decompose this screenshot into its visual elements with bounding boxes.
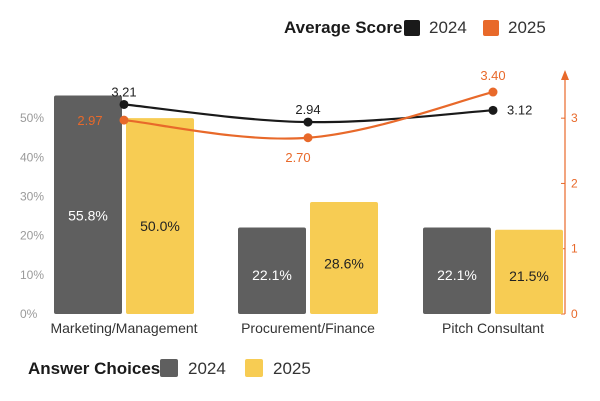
category-label-0: Marketing/Management <box>50 320 197 336</box>
bar-label-2024-0: 55.8% <box>68 208 108 224</box>
point-2025-0 <box>119 115 129 125</box>
point-label-2024-1: 2.94 <box>295 102 320 117</box>
lines: 3.21 2.94 3.12 2.97 2.70 3.40 <box>77 68 532 165</box>
left-tick-label: 50% <box>20 111 44 125</box>
bar-2025-1 <box>310 201 378 314</box>
point-2025-1 <box>303 133 313 143</box>
bar-label-2025-1: 28.6% <box>324 256 364 272</box>
point-label-2024-2: 3.12 <box>507 102 532 117</box>
left-tick-label: 30% <box>20 190 44 204</box>
bar-label-2025-2: 21.5% <box>509 268 549 284</box>
left-axis: 0% 10% 20% 30% 40% 50% <box>20 111 44 321</box>
bar-2024-1 <box>238 227 306 314</box>
point-label-2025-2: 3.40 <box>480 68 505 83</box>
left-tick-label: 40% <box>20 150 44 164</box>
point-2024-0 <box>119 99 129 109</box>
right-axis: 0 1 2 3 <box>561 70 578 321</box>
right-tick-label: 1 <box>571 242 578 256</box>
bar-label-2024-1: 22.1% <box>252 267 292 283</box>
bar-label-2025-0: 50.0% <box>140 218 180 234</box>
bar-legend-label-2024: 2024 <box>188 359 226 378</box>
bar-2024-2 <box>423 227 491 314</box>
category-label-1: Procurement/Finance <box>241 320 375 336</box>
bar-labels: 55.8% 22.1% 22.1% 50.0% 28.6% 21.5% <box>68 208 549 284</box>
line-legend-label-2025: 2025 <box>508 18 546 37</box>
right-tick-label: 3 <box>571 111 578 125</box>
bar-legend-swatch-2024 <box>160 359 178 377</box>
bars <box>54 95 563 315</box>
line-legend-label-2024: 2024 <box>429 18 467 37</box>
category-label-2: Pitch Consultant <box>442 320 544 336</box>
right-axis-arrow <box>561 70 569 80</box>
point-label-2025-1: 2.70 <box>285 150 310 165</box>
bar-legend-swatch-2025 <box>245 359 263 377</box>
category-labels: Marketing/Management Procurement/Finance P… <box>50 320 544 336</box>
bar-2025-2 <box>495 229 563 314</box>
point-label-2025-0: 2.97 <box>77 113 102 128</box>
bar-legend-label-2025: 2025 <box>273 359 311 378</box>
bar-legend: Answer Choices 2024 2025 <box>28 359 311 378</box>
point-label-2024-0: 3.21 <box>111 84 136 99</box>
bar-2024-0 <box>54 95 122 314</box>
right-tick-label: 0 <box>571 307 578 321</box>
left-tick-label: 20% <box>20 229 44 243</box>
bar-2025-0 <box>126 118 194 315</box>
left-tick-label: 10% <box>20 268 44 282</box>
line-legend-swatch-2025 <box>483 20 499 36</box>
line-legend: Average Score 2024 2025 <box>284 18 546 37</box>
bar-legend-title: Answer Choices <box>28 359 160 378</box>
point-2024-2 <box>488 105 498 115</box>
point-2025-2 <box>488 87 498 97</box>
line-legend-swatch-2024 <box>404 20 420 36</box>
right-tick-label: 2 <box>571 176 578 190</box>
point-2024-1 <box>303 117 313 127</box>
bar-label-2024-2: 22.1% <box>437 267 477 283</box>
left-tick-label: 0% <box>20 307 38 321</box>
line-legend-title: Average Score <box>284 18 402 37</box>
